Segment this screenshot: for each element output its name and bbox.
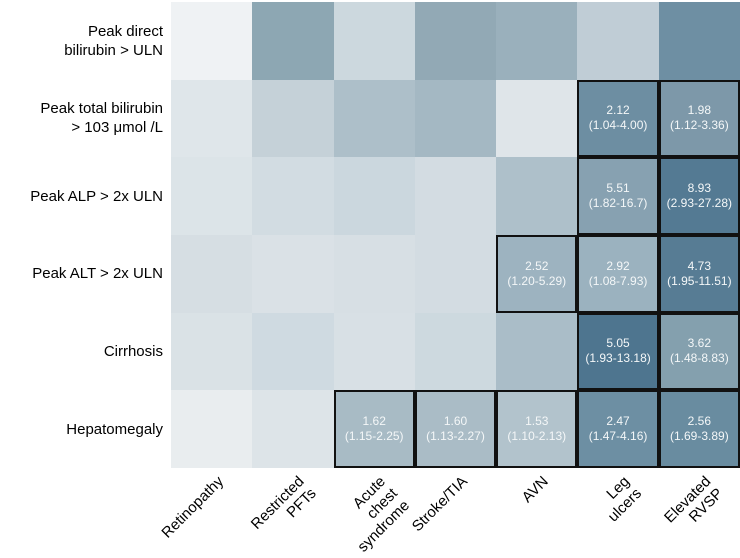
- cell-confidence-interval: (1.10-2.13): [507, 429, 567, 444]
- heatmap-cell-r2-c6: 2.12 (1.04-4.00): [577, 79, 659, 158]
- heatmap-cell-r3-c6: 5.51 (1.82-16.7): [577, 157, 659, 235]
- heatmap-cell-r1-c4: [414, 2, 497, 80]
- cell-odds-ratio: 2.92: [606, 258, 630, 273]
- heatmap-cell-r4-c7: 4.73 (1.95-11.51): [658, 234, 740, 313]
- cell-confidence-interval: (2.93-27.28): [666, 196, 733, 211]
- cell-odds-ratio: 3.62: [687, 336, 712, 351]
- col-label-5: AVN: [518, 473, 552, 507]
- cell-confidence-interval: (1.20-5.29): [507, 273, 567, 288]
- col-label-4: Stroke/TIA: [408, 473, 471, 536]
- heatmap-cell-r3-c1: [171, 157, 253, 235]
- heatmap-cell-r5-c2: [252, 312, 334, 391]
- heatmap-cell-r2-c1: [171, 79, 253, 158]
- cell-odds-ratio: 5.05: [606, 336, 630, 351]
- cell-odds-ratio: 1.60: [443, 414, 468, 429]
- heatmap-cell-r6-c5: 1.53 (1.10-2.13): [496, 390, 578, 468]
- heatmap-cell-r1-c5: [496, 2, 578, 80]
- cell-confidence-interval: (1.48-8.83): [669, 351, 729, 366]
- heatmap-cell-r3-c5: [496, 157, 578, 235]
- cell-confidence-interval: (1.04-4.00): [588, 118, 648, 133]
- heatmap-cell-r3-c7: 8.93 (2.93-27.28): [658, 157, 740, 235]
- heatmap-cell-r4-c4: [414, 234, 497, 313]
- row-label-3: Peak ALP > 2x ULN: [30, 187, 163, 205]
- heatmap-cell-r1-c2: [252, 2, 334, 80]
- cell-odds-ratio: 4.73: [687, 258, 712, 273]
- heatmap-cell-r2-c2: [252, 79, 334, 158]
- col-label-1: Retinopathy: [158, 473, 227, 542]
- cell-odds-ratio: 2.56: [687, 414, 712, 429]
- cell-confidence-interval: (1.15-2.25): [344, 429, 404, 444]
- heatmap-cell-r3-c4: [414, 157, 497, 235]
- heatmap-cell-r2-c4: [414, 79, 497, 158]
- heatmap-cell-r5-c7: 3.62 (1.48-8.83): [658, 312, 740, 391]
- cell-confidence-interval: (1.69-3.89): [669, 429, 729, 444]
- col-label-3: Acute chest syndrome: [350, 473, 414, 556]
- row-label-2: Peak total bilirubin > 103 μmol /L: [40, 100, 163, 137]
- row-label-6: Hepatomegaly: [66, 420, 163, 438]
- heatmap-cell-r4-c3: [333, 234, 415, 313]
- cell-odds-ratio: 5.51: [606, 181, 630, 196]
- heatmap-cell-r4-c6: 2.92 (1.08-7.93): [577, 234, 659, 313]
- cell-confidence-interval: (1.95-11.51): [667, 273, 732, 288]
- heatmap-cell-r1-c3: [333, 2, 415, 80]
- cell-odds-ratio: 1.53: [525, 414, 549, 429]
- heatmap-cell-r4-c5: 2.52 (1.20-5.29): [496, 234, 578, 313]
- col-label-6: Leg ulcers: [603, 473, 646, 526]
- cell-confidence-interval: (1.08-7.93): [588, 273, 648, 288]
- cell-odds-ratio: 1.62: [362, 414, 386, 429]
- cell-odds-ratio: 2.52: [525, 258, 549, 273]
- cell-confidence-interval: (1.93-13.18): [585, 351, 651, 366]
- heatmap-grid: 2.12 (1.04-4.00) 1.98 (1.12-3.36) 5.51 (1.82-…: [171, 2, 740, 468]
- heatmap-cell-r1-c6: [577, 2, 659, 80]
- heatmap-cell-r2-c5: [496, 79, 578, 158]
- heatmap-cell-r5-c4: [414, 312, 497, 391]
- cell-odds-ratio: 1.98: [687, 103, 712, 118]
- heatmap-cell-r2-c7: 1.98 (1.12-3.36): [658, 79, 740, 158]
- heatmap-cell-r1-c7: [658, 2, 740, 80]
- cell-confidence-interval: (1.12-3.36): [669, 118, 729, 133]
- heatmap-cell-r6-c7: 2.56 (1.69-3.89): [658, 390, 740, 468]
- heatmap-cell-r3-c3: [333, 157, 415, 235]
- heatmap-cell-r1-c1: [171, 2, 253, 80]
- heatmap-cell-r5-c1: [171, 312, 253, 391]
- heatmap-cell-r2-c3: [333, 79, 415, 158]
- cell-odds-ratio: 8.93: [687, 181, 712, 196]
- heatmap-cell-r4-c2: [252, 234, 334, 313]
- heatmap-cell-r6-c4: 1.60 (1.13-2.27): [414, 390, 497, 468]
- row-label-4: Peak ALT > 2x ULN: [32, 265, 163, 283]
- cell-confidence-interval: (1.82-16.7): [588, 196, 648, 211]
- heatmap-cell-r6-c3: 1.62 (1.15-2.25): [333, 390, 415, 468]
- heatmap-cell-r5-c3: [333, 312, 415, 391]
- row-label-1: Peak direct bilirubin > ULN: [64, 22, 163, 59]
- heatmap-cell-r4-c1: [171, 234, 253, 313]
- cell-odds-ratio: 2.12: [606, 103, 630, 118]
- row-label-5: Cirrhosis: [103, 342, 163, 360]
- heatmap-cell-r6-c2: [252, 390, 334, 468]
- cell-confidence-interval: (1.47-4.16): [588, 429, 648, 444]
- heatmap-cell-r6-c6: 2.47 (1.47-4.16): [577, 390, 659, 468]
- heatmap-cell-r5-c6: 5.05 (1.93-13.18): [577, 312, 659, 391]
- heatmap-cell-r6-c1: [171, 390, 253, 468]
- col-label-7: Elevated RVSP: [661, 473, 727, 527]
- cell-odds-ratio: 2.47: [606, 414, 630, 429]
- cell-confidence-interval: (1.13-2.27): [426, 429, 485, 444]
- col-label-2: Restricted PFTs: [248, 473, 320, 533]
- heatmap-cell-r5-c5: [496, 312, 578, 391]
- heatmap-cell-r3-c2: [252, 157, 334, 235]
